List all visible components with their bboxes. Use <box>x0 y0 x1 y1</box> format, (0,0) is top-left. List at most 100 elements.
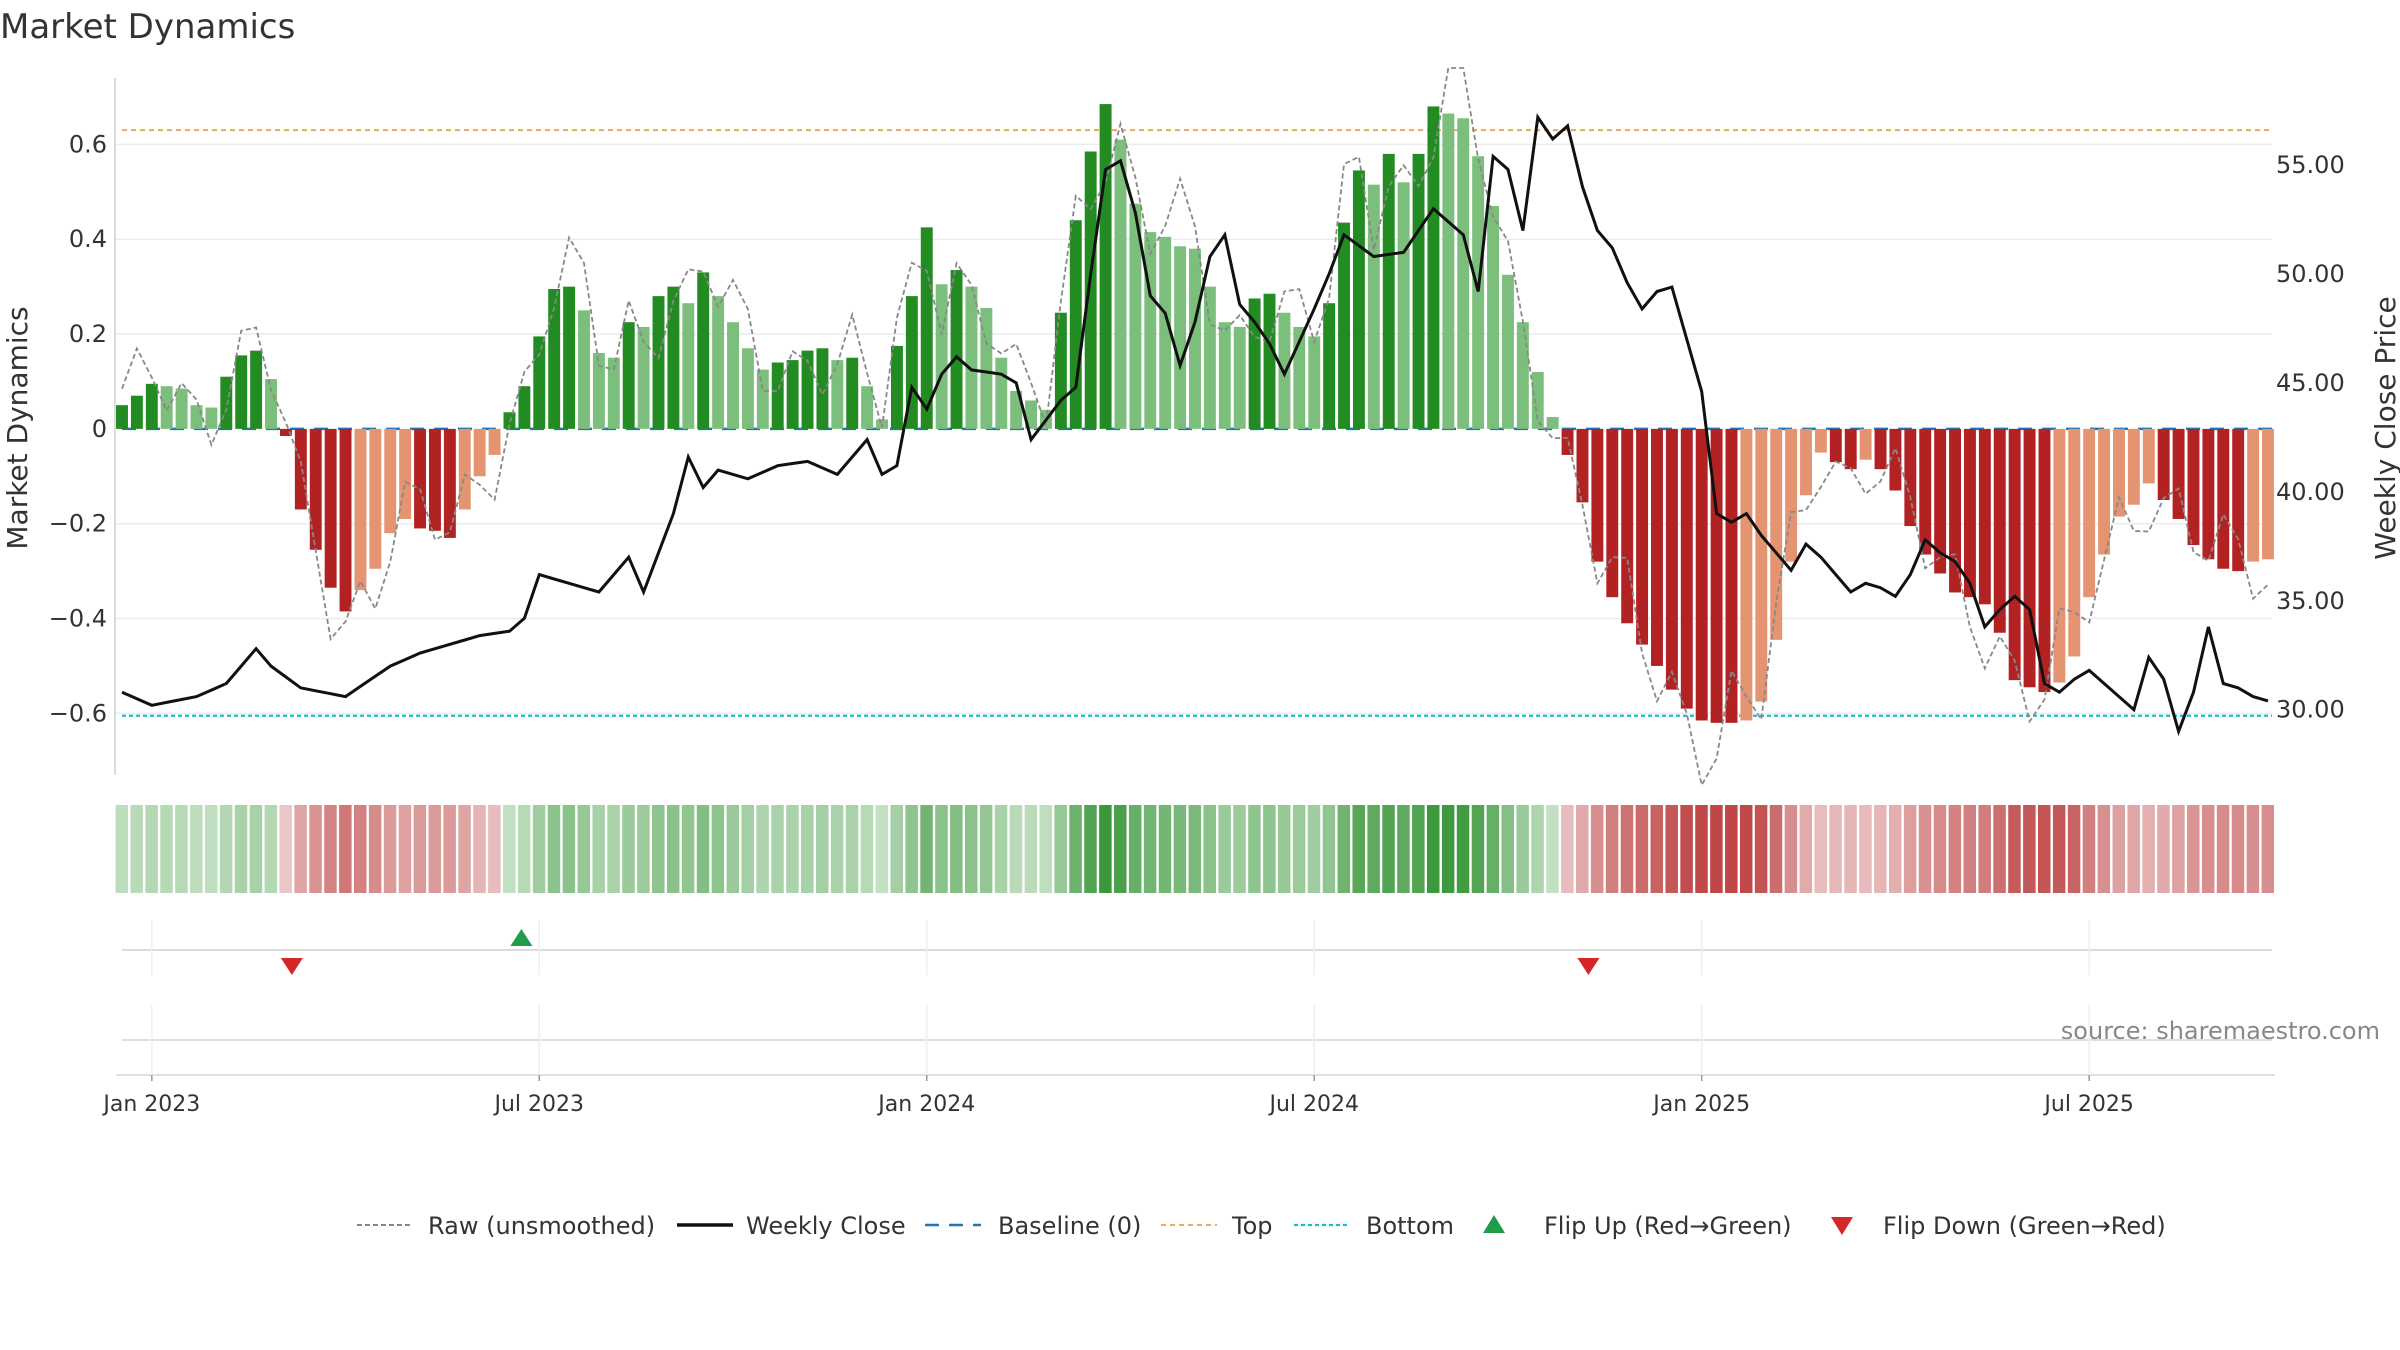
regime-cell <box>1143 805 1157 893</box>
dynamics-bar <box>1844 428 1857 470</box>
regime-cell <box>2023 805 2036 893</box>
dynamics-bar <box>1352 170 1365 429</box>
dynamics-bar <box>1457 118 1470 429</box>
regime-cell <box>607 805 620 893</box>
regime-cell <box>353 805 367 893</box>
dynamics-bar <box>1010 390 1023 429</box>
dynamics-bar <box>1367 184 1380 429</box>
dynamics-bar <box>1159 236 1172 429</box>
regime-cell <box>1784 805 1798 893</box>
chart-title: Market Dynamics <box>0 7 295 47</box>
regime-cell <box>815 805 829 893</box>
regime-cell <box>2008 805 2021 893</box>
dynamics-bar <box>1725 428 1738 723</box>
regime-cell <box>532 805 546 893</box>
dynamics-bar <box>384 428 397 534</box>
dynamics-bar <box>667 286 680 429</box>
dynamics-bar <box>1755 428 1768 702</box>
regime-cell <box>1426 805 1440 893</box>
regime-cell <box>1322 805 1336 893</box>
y-tick-label: 0 <box>92 415 107 443</box>
regime-cell <box>1367 805 1380 893</box>
regime-cell <box>383 805 397 893</box>
regime-cell <box>1084 805 1097 893</box>
dynamics-bar <box>2068 428 2081 657</box>
x-tick-label: Jul 2025 <box>2042 1092 2134 1117</box>
regime-cell <box>920 805 933 893</box>
regime-cell <box>1859 805 1872 893</box>
legend-label: Flip Up (Red→Green) <box>1544 1212 1792 1240</box>
regime-cell <box>503 805 516 893</box>
raw-line <box>121 67 2269 788</box>
regime-cell <box>1918 805 1932 893</box>
regime-cell <box>860 805 874 893</box>
regime-cell <box>1680 805 1693 893</box>
regime-cell <box>2261 805 2275 893</box>
regime-cell <box>2052 805 2066 893</box>
regime-cell <box>160 805 173 893</box>
regime-cell <box>2112 805 2126 893</box>
regime-cell <box>145 805 158 893</box>
regime-cell <box>2067 805 2081 893</box>
dynamics-bar <box>607 357 620 429</box>
dynamics-bar <box>428 428 441 531</box>
regime-cell <box>1650 805 1664 893</box>
dynamics-bar <box>2023 428 2036 688</box>
regime-cell <box>696 805 710 893</box>
dynamics-bar <box>1963 428 1976 598</box>
dynamics-bar <box>1874 428 1887 470</box>
dynamics-bar <box>1501 274 1514 429</box>
dynamics-bar <box>1233 326 1246 429</box>
regime-cell <box>994 805 1008 893</box>
flip-up-marker <box>510 929 533 946</box>
regime-cell <box>1814 805 1827 893</box>
dynamics-bar <box>2008 428 2021 681</box>
flip-markers-panel <box>122 929 2272 975</box>
regime-cell <box>905 805 918 893</box>
regime-cell <box>1009 805 1023 893</box>
dynamics-bar <box>1174 246 1187 429</box>
regime-cell <box>204 805 218 893</box>
x-tick-label: Jan 2023 <box>101 1092 200 1117</box>
dynamics-bar <box>1516 322 1529 429</box>
regime-cell <box>2097 805 2111 893</box>
dynamics-bar <box>1189 248 1201 429</box>
dynamics-bar <box>1785 428 1798 562</box>
dynamics-bar <box>578 310 590 429</box>
dynamics-bar <box>980 307 993 429</box>
regime-cell <box>1739 805 1753 893</box>
regime-cell <box>264 805 278 893</box>
regime-cell <box>339 805 352 893</box>
regime-cell <box>1412 805 1425 893</box>
regime-cell <box>130 805 143 893</box>
regime-cell <box>2142 805 2155 893</box>
y2-tick-label: 30.00 <box>2276 696 2345 724</box>
regime-cell <box>711 805 725 893</box>
regime-cell <box>1456 805 1470 893</box>
dynamics-bar <box>2083 428 2096 598</box>
dynamics-bar <box>1621 428 1634 624</box>
axes: 0.6 0.4 0.2 0 −0.2 −0.4 −0.6 55.00 50.00 45.00 40.… <box>49 78 2345 775</box>
dynamics-bar <box>1949 428 1962 593</box>
regime-cell <box>637 805 650 893</box>
regime-cell <box>1501 805 1515 893</box>
regime-cell <box>1605 805 1619 893</box>
x-tick-label: Jan 2024 <box>876 1092 975 1117</box>
legend-label: Flip Down (Green→Red) <box>1883 1212 2166 1240</box>
regime-cell <box>2246 805 2260 893</box>
regime-cell <box>622 805 635 893</box>
regime-cell <box>443 805 456 893</box>
legend-label: Weekly Close <box>746 1212 906 1240</box>
dynamics-bar <box>1531 371 1544 429</box>
regime-cell <box>1978 805 1991 893</box>
dynamics-bar <box>1800 428 1812 496</box>
dynamics-bar <box>756 369 769 429</box>
regime-cell <box>845 805 859 893</box>
dynamics-bar <box>1025 400 1038 429</box>
dynamics-bar <box>190 405 203 429</box>
regime-cell <box>1277 805 1291 893</box>
dynamics-bar <box>369 428 382 569</box>
legend-label: Top <box>1231 1212 1273 1240</box>
dynamics-bar <box>518 386 531 429</box>
dynamics-bar <box>324 428 337 588</box>
